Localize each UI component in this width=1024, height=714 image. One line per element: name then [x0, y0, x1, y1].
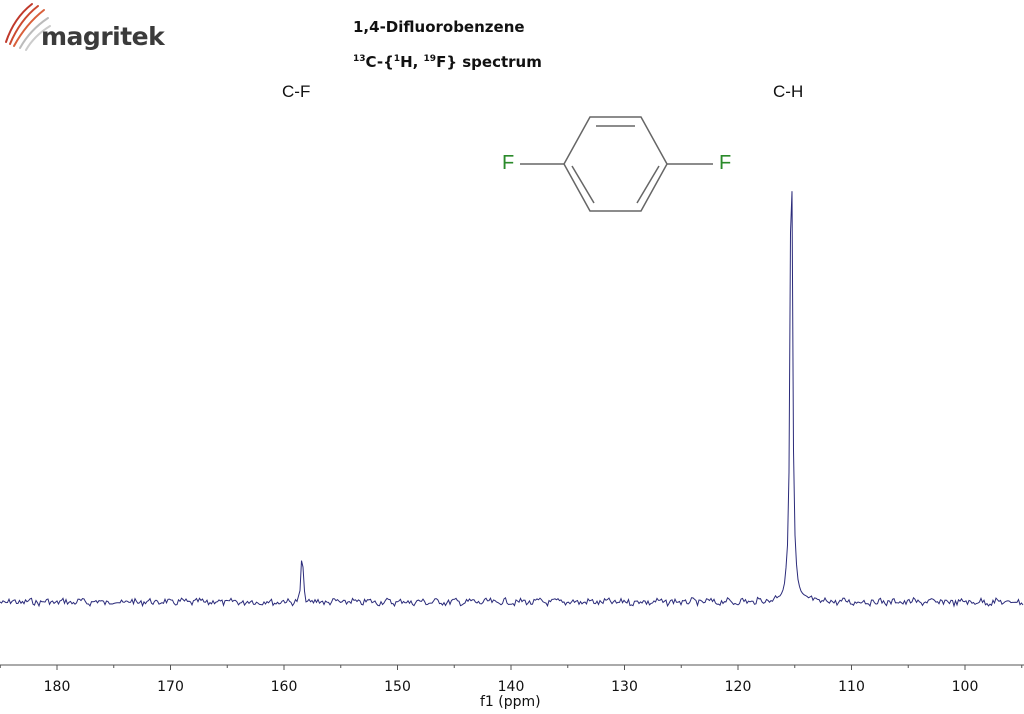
- x-tick-label: 120: [725, 679, 752, 695]
- x-tick-label: 100: [952, 679, 979, 695]
- fluorine-atom-left: F: [502, 152, 515, 174]
- x-tick-label: 180: [44, 679, 71, 695]
- x-tick-label: 130: [611, 679, 638, 695]
- x-tick-label: 110: [838, 679, 865, 695]
- difluorobenzene-structure: [520, 116, 713, 212]
- peak-label-cf: C-F: [282, 82, 311, 101]
- chart-subtitle: 13C-{1H, 19F} spectrum: [353, 53, 542, 71]
- peak-label-ch: C-H: [773, 82, 804, 101]
- spectrum-trace: [0, 191, 1024, 608]
- x-axis-label: f1 (ppm): [480, 694, 541, 710]
- x-axis: 180 170 160 150 140 130 120 110 100: [0, 664, 1024, 695]
- logo: magritek: [41, 22, 165, 51]
- radio-wave-arcs-icon: [5, 3, 51, 51]
- x-tick-label: 150: [384, 679, 411, 695]
- x-tick-label: 160: [271, 679, 298, 695]
- chart-title: 1,4-Difluorobenzene: [353, 18, 525, 36]
- fluorine-atom-right: F: [719, 152, 732, 174]
- x-tick-label: 170: [157, 679, 184, 695]
- x-tick-label: 140: [498, 679, 525, 695]
